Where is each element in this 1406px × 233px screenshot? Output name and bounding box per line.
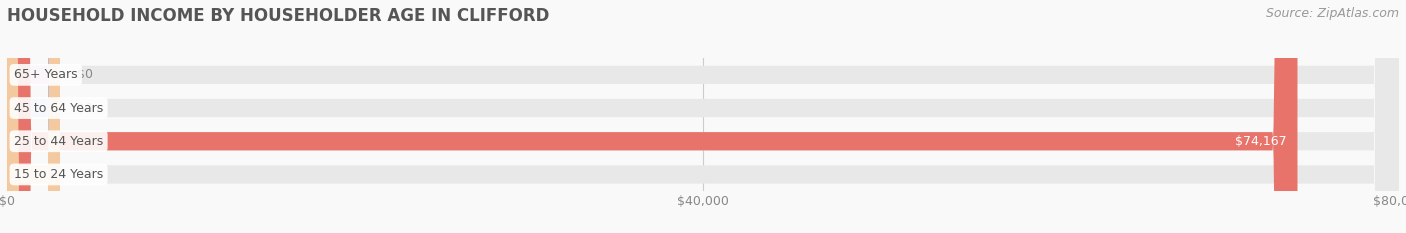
FancyBboxPatch shape [7,0,1399,233]
Text: $0: $0 [77,168,93,181]
FancyBboxPatch shape [7,0,60,233]
Text: Source: ZipAtlas.com: Source: ZipAtlas.com [1265,7,1399,20]
FancyBboxPatch shape [7,0,60,233]
FancyBboxPatch shape [7,0,1298,233]
FancyBboxPatch shape [7,0,1399,233]
Text: $0: $0 [77,102,93,115]
Text: 15 to 24 Years: 15 to 24 Years [14,168,103,181]
FancyBboxPatch shape [7,0,1399,233]
Text: HOUSEHOLD INCOME BY HOUSEHOLDER AGE IN CLIFFORD: HOUSEHOLD INCOME BY HOUSEHOLDER AGE IN C… [7,7,550,25]
FancyBboxPatch shape [7,0,1399,233]
Text: 65+ Years: 65+ Years [14,68,77,81]
Text: 45 to 64 Years: 45 to 64 Years [14,102,103,115]
Text: $74,167: $74,167 [1234,135,1286,148]
Text: $0: $0 [77,68,93,81]
FancyBboxPatch shape [7,0,60,233]
Text: 25 to 44 Years: 25 to 44 Years [14,135,103,148]
